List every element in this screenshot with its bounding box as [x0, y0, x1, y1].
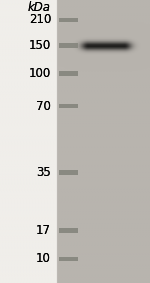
FancyBboxPatch shape — [58, 257, 78, 261]
FancyBboxPatch shape — [58, 170, 78, 175]
FancyBboxPatch shape — [58, 228, 78, 233]
Text: kDa: kDa — [28, 1, 51, 14]
FancyBboxPatch shape — [57, 0, 150, 283]
FancyBboxPatch shape — [58, 257, 78, 261]
FancyBboxPatch shape — [58, 43, 78, 48]
FancyBboxPatch shape — [58, 18, 78, 22]
Text: 210: 210 — [29, 13, 51, 26]
FancyBboxPatch shape — [58, 170, 78, 175]
Text: kDa: kDa — [28, 1, 51, 14]
FancyBboxPatch shape — [58, 104, 78, 108]
Text: 100: 100 — [29, 67, 51, 80]
Text: 100: 100 — [29, 67, 51, 80]
Text: 210: 210 — [29, 13, 51, 26]
FancyBboxPatch shape — [58, 71, 78, 76]
Text: 35: 35 — [36, 166, 51, 179]
FancyBboxPatch shape — [58, 71, 78, 76]
Text: 70: 70 — [36, 100, 51, 113]
Text: 17: 17 — [36, 224, 51, 237]
Text: 10: 10 — [36, 252, 51, 265]
FancyBboxPatch shape — [58, 43, 78, 48]
Text: 35: 35 — [36, 166, 51, 179]
FancyBboxPatch shape — [58, 104, 78, 108]
Text: 17: 17 — [36, 224, 51, 237]
Text: 150: 150 — [29, 39, 51, 52]
Text: 150: 150 — [29, 39, 51, 52]
FancyBboxPatch shape — [58, 228, 78, 233]
Text: 70: 70 — [36, 100, 51, 113]
FancyBboxPatch shape — [58, 18, 78, 22]
Text: 10: 10 — [36, 252, 51, 265]
